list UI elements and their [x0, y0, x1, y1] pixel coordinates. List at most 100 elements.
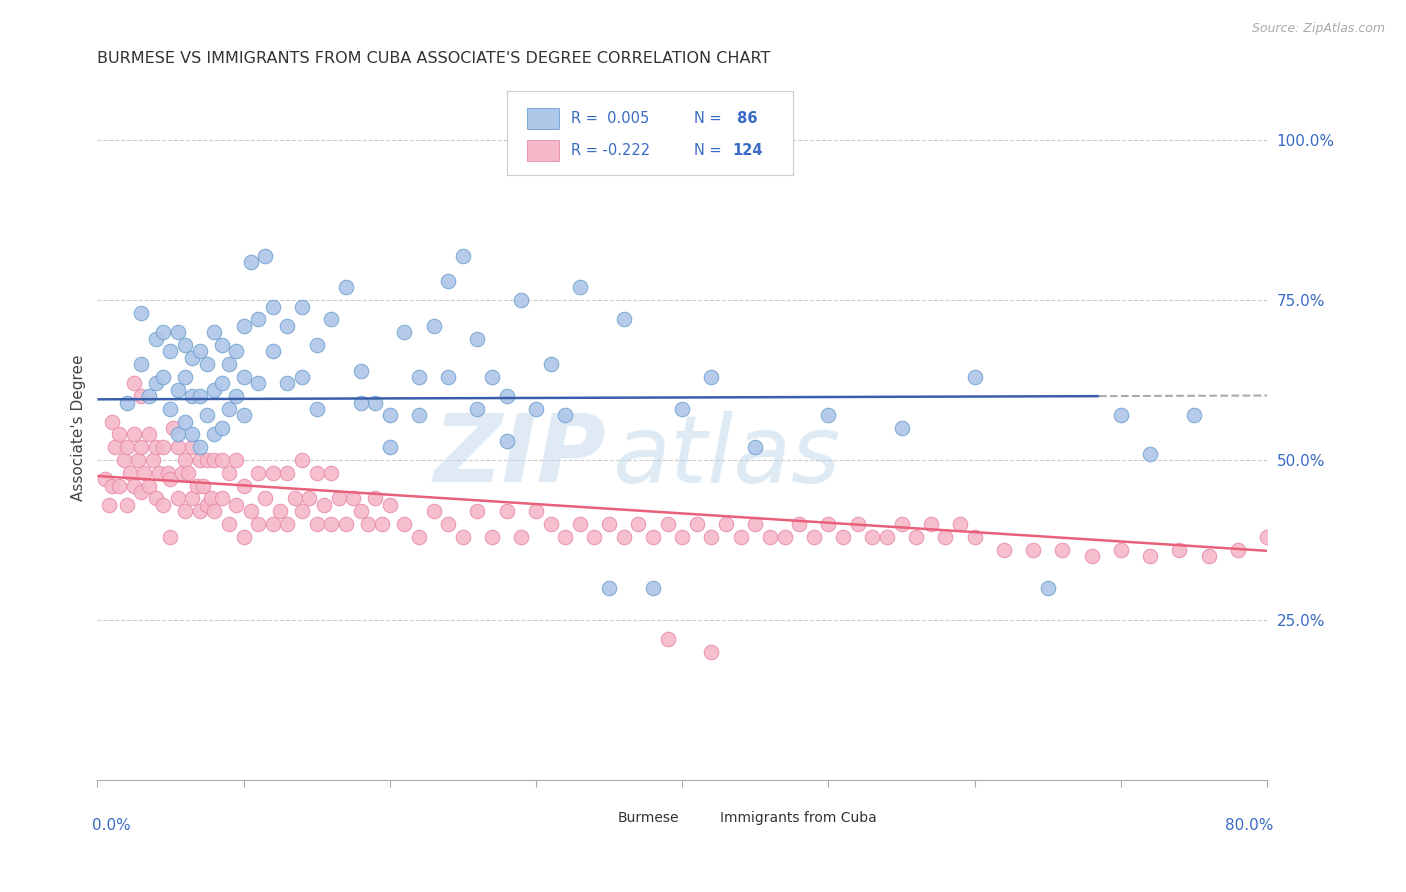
Point	[700, 530, 723, 544]
Point	[598, 516, 620, 531]
Point	[118, 466, 141, 480]
Point	[298, 491, 321, 506]
Point	[349, 504, 371, 518]
Point	[1036, 581, 1059, 595]
Point	[232, 530, 254, 544]
Point	[247, 312, 270, 326]
Text: 80.0%: 80.0%	[1225, 818, 1272, 833]
Point	[657, 632, 679, 646]
Point	[291, 370, 314, 384]
Point	[524, 401, 547, 416]
Point	[451, 530, 474, 544]
Point	[321, 516, 343, 531]
Point	[122, 376, 145, 391]
Point	[225, 453, 247, 467]
Point	[254, 248, 277, 262]
Point	[145, 332, 167, 346]
Point	[1198, 549, 1220, 563]
Point	[1052, 542, 1074, 557]
Point	[254, 491, 277, 506]
Point	[181, 351, 204, 365]
Point	[148, 466, 170, 480]
Point	[211, 491, 233, 506]
Point	[218, 357, 240, 371]
Point	[98, 498, 121, 512]
Point	[291, 300, 314, 314]
Y-axis label: Associate's Degree: Associate's Degree	[72, 355, 86, 501]
Point	[349, 395, 371, 409]
Point	[202, 383, 225, 397]
Point	[101, 415, 124, 429]
Point	[437, 516, 460, 531]
Point	[920, 516, 942, 531]
Point	[232, 318, 254, 333]
Text: 124: 124	[733, 143, 763, 158]
Point	[174, 370, 197, 384]
Point	[202, 453, 225, 467]
Point	[211, 338, 233, 352]
Point	[145, 440, 167, 454]
Point	[993, 542, 1015, 557]
Point	[408, 530, 430, 544]
Point	[890, 421, 912, 435]
Point	[138, 427, 160, 442]
Point	[93, 472, 115, 486]
Point	[145, 376, 167, 391]
Point	[378, 440, 401, 454]
Point	[481, 530, 503, 544]
Point	[305, 516, 328, 531]
Point	[364, 395, 387, 409]
Point	[159, 472, 181, 486]
Point	[108, 478, 131, 492]
Point	[232, 478, 254, 492]
Point	[335, 280, 357, 294]
Point	[174, 453, 197, 467]
Point	[211, 421, 233, 435]
Text: ZIP: ZIP	[433, 410, 606, 502]
Point	[305, 338, 328, 352]
Point	[166, 491, 188, 506]
Point	[803, 530, 825, 544]
Point	[247, 466, 270, 480]
Point	[510, 293, 533, 308]
Point	[321, 466, 343, 480]
Point	[613, 312, 636, 326]
Point	[1256, 530, 1278, 544]
Point	[247, 516, 270, 531]
Point	[174, 338, 197, 352]
Point	[218, 401, 240, 416]
Point	[627, 516, 650, 531]
Point	[232, 409, 254, 423]
Point	[554, 530, 576, 544]
Point	[291, 453, 314, 467]
Point	[291, 504, 314, 518]
Point	[156, 466, 179, 480]
Point	[129, 306, 152, 320]
Point	[495, 434, 517, 448]
Point	[284, 491, 307, 506]
Point	[467, 401, 489, 416]
Text: 0.0%: 0.0%	[91, 818, 131, 833]
Point	[129, 485, 152, 500]
Point	[1109, 409, 1132, 423]
Point	[181, 491, 204, 506]
Point	[364, 491, 387, 506]
Point	[188, 440, 211, 454]
Point	[378, 409, 401, 423]
Point	[641, 581, 664, 595]
Point	[276, 318, 298, 333]
Point	[657, 516, 679, 531]
Point	[218, 516, 240, 531]
Point	[232, 370, 254, 384]
Point	[108, 427, 131, 442]
Point	[195, 357, 218, 371]
Point	[1139, 549, 1161, 563]
Point	[225, 344, 247, 359]
Point	[159, 344, 181, 359]
Point	[276, 466, 298, 480]
Point	[145, 491, 167, 506]
Point	[112, 453, 135, 467]
Point	[195, 453, 218, 467]
Point	[138, 478, 160, 492]
Point	[744, 440, 766, 454]
